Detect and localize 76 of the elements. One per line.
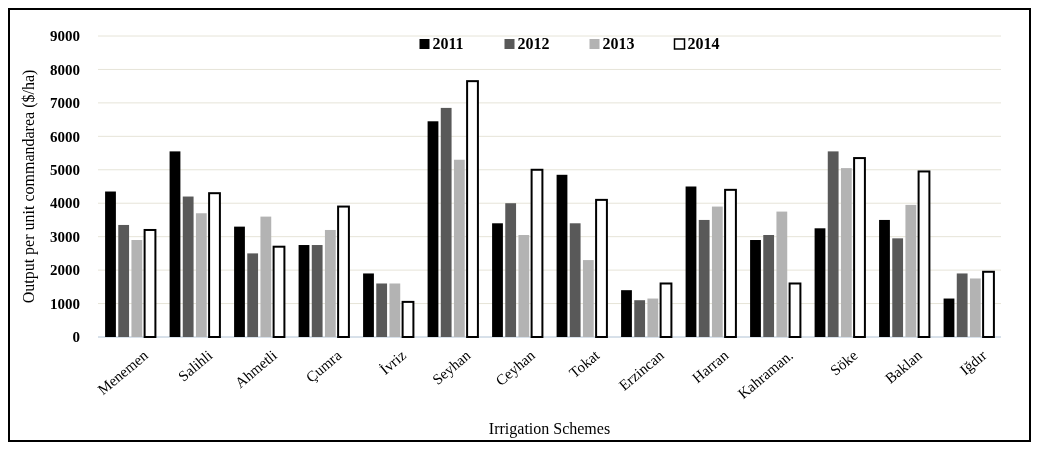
y-tick-label: 5000: [50, 162, 80, 179]
bar: [195, 213, 207, 337]
y-axis-title: Output per unit commandarea ($/ha): [20, 69, 38, 304]
bar: [879, 219, 890, 337]
bar: [943, 298, 955, 337]
bar: [376, 283, 388, 337]
bar: [788, 282, 802, 338]
bar: [505, 203, 517, 337]
bar: [840, 168, 852, 337]
bar: [363, 273, 374, 337]
bar: [982, 270, 995, 338]
bar: [853, 157, 866, 338]
bar: [698, 219, 710, 337]
bar: [776, 211, 788, 337]
bar: [750, 240, 761, 337]
bar: [685, 186, 697, 337]
bar: [917, 170, 931, 338]
bar: [453, 159, 465, 337]
bar: [234, 226, 245, 337]
y-tick-label: 2000: [50, 262, 80, 279]
bar: [272, 245, 286, 338]
bar: [582, 260, 594, 337]
bar: [169, 151, 181, 337]
bar: [659, 282, 673, 338]
bar: [569, 223, 581, 337]
bar: [969, 278, 981, 337]
legend-label: 2014: [687, 35, 720, 52]
bar: [105, 191, 116, 337]
legend-label: 2011: [432, 35, 464, 52]
bar: [311, 245, 323, 337]
bar: [711, 206, 723, 337]
bar: [621, 290, 632, 337]
bar: [634, 300, 646, 337]
bar: [260, 216, 272, 337]
bar: [530, 168, 544, 338]
bar: [905, 204, 917, 337]
x-axis-title: Irrigation Schemes: [488, 420, 611, 438]
x-tick-label: Tokat: [566, 346, 604, 382]
bar: [440, 107, 452, 337]
bar: [389, 283, 401, 337]
bar: [827, 151, 839, 337]
y-tick-label: 8000: [50, 61, 80, 78]
y-tick-label: 3000: [50, 228, 80, 245]
bar: [492, 223, 503, 337]
legend-label: 2013: [602, 35, 635, 52]
bar: [143, 228, 157, 338]
y-tick-label: 1000: [50, 295, 80, 312]
y-tick-label: 0: [72, 329, 80, 346]
bar: [247, 253, 259, 337]
y-tick-label: 7000: [50, 95, 80, 112]
bar: [518, 234, 530, 337]
bar: [118, 224, 130, 337]
bar: [298, 245, 310, 337]
x-tick-label: Iğdır: [956, 347, 990, 379]
y-tick-label: 4000: [50, 195, 80, 212]
bar: [208, 192, 221, 338]
bar: [595, 198, 608, 338]
bar: [724, 188, 737, 338]
bar: [556, 174, 568, 337]
x-tick-label: İvriz: [376, 346, 410, 378]
y-tick-label: 6000: [50, 128, 80, 145]
bar: [182, 196, 194, 337]
x-tick-label: Söke: [827, 346, 861, 379]
bar: [892, 238, 904, 337]
bar: [324, 229, 336, 337]
bar: [466, 80, 479, 338]
bar: [427, 121, 439, 337]
legend-label: 2012: [517, 35, 550, 52]
bar: [337, 205, 350, 338]
bar: [647, 298, 659, 337]
bar: [131, 240, 143, 337]
y-tick-label: 9000: [50, 28, 80, 45]
bar: [763, 234, 775, 337]
bar: [956, 273, 968, 337]
bar: [401, 300, 415, 338]
bar: [814, 228, 826, 337]
